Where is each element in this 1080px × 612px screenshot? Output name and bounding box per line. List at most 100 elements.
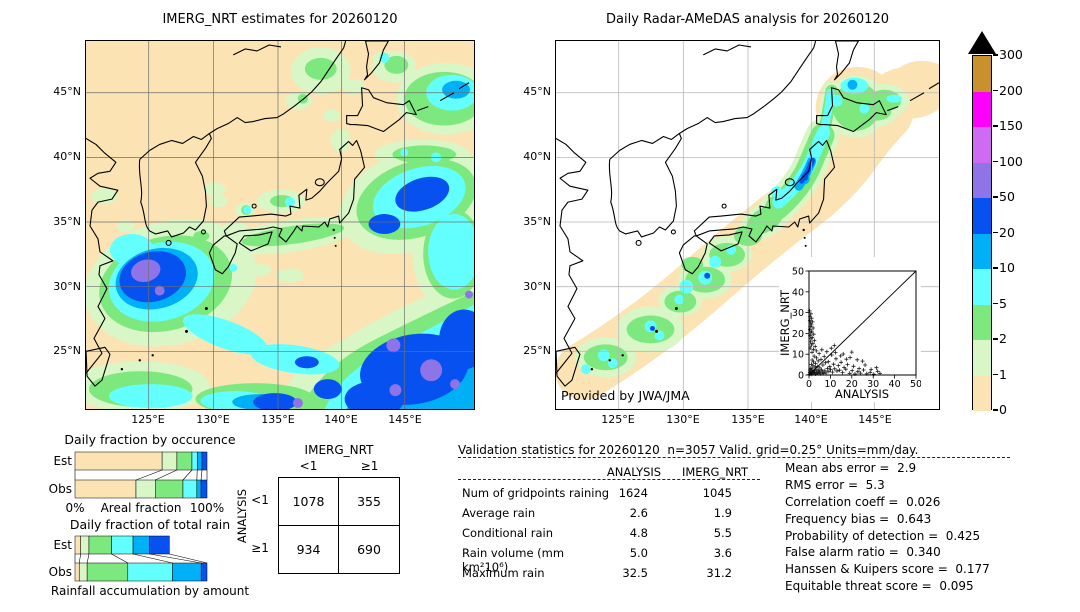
y-tick-label: 40°N [523, 150, 551, 163]
validation-row: Conditional rain 4.8 5.5 [462, 526, 732, 546]
svg-text:10: 10 [824, 379, 836, 390]
areal-fraction-label: Areal fraction [101, 501, 182, 515]
colorbar-over-triangle [968, 31, 996, 54]
colorbar-tick-label: 100 [999, 153, 1023, 169]
totalrain-obs-label: Obs [49, 565, 72, 579]
coastlines [556, 41, 939, 387]
colorbar-tick-label: 1 [999, 366, 1007, 382]
x-tick-label: 140°E [324, 413, 358, 426]
summary-stats: Mean abs error = 2.9 RMS error = 5.3 Corre… [785, 461, 990, 596]
y-tick-label: 30°N [523, 280, 551, 293]
occurrence-obs-label: Obs [49, 482, 72, 496]
stat-line: Frequency bias = 0.643 [785, 511, 932, 526]
imerg-map [85, 40, 475, 410]
areal-fraction-0: 0% [65, 501, 84, 515]
colorbar-tick [993, 54, 998, 56]
svg-text:50: 50 [792, 267, 804, 278]
contingency-cell: 355 [339, 478, 399, 526]
validation-imerg-value: 3.6 [713, 546, 732, 561]
stat-line: Probability of detection = 0.425 [785, 528, 981, 543]
colorbar-tick [993, 373, 998, 376]
colorbar-tick-label: 2 [999, 331, 1007, 346]
fraction-charts: Daily fraction by occurence Est Obs 0% A… [49, 432, 250, 598]
colorbar-tick [993, 89, 998, 92]
validation-col-analysis: ANALYSIS [606, 465, 662, 479]
colorbar-tick-label: 200 [999, 82, 1023, 98]
validation-row-label: Maximum rain [462, 566, 545, 581]
contingency-row-header: ANALYSIS [235, 488, 249, 544]
inset-plot-area: 00 10 10 20 20 30 30 40 40 50 50 [792, 267, 921, 391]
radar-amedas-map [555, 40, 940, 410]
totalrain-title: Daily fraction of total rain [70, 517, 230, 532]
validation-row: Num of gridpoints raining 1624 1045 [462, 486, 732, 506]
svg-text:40: 40 [889, 379, 901, 390]
x-tick-label: 125°E [601, 413, 635, 426]
totalrain-xlabel: Rainfall accumulation by amount [51, 584, 249, 598]
scatter-points [807, 308, 882, 377]
svg-text:20: 20 [792, 329, 804, 340]
imerg-map-canvas [86, 41, 474, 409]
y-tick-label: 45°N [523, 85, 551, 98]
validation-analysis-value: 1624 [618, 486, 648, 500]
colorbar [972, 55, 992, 411]
x-tick-label: 145°E [388, 413, 422, 426]
stat-line: Correlation coeff = 0.026 [785, 494, 941, 509]
inset-ylabel: IMERG_NRT [779, 289, 792, 356]
stat-line: Mean abs error = 2.9 [785, 461, 917, 475]
left-map-title: IMERG_NRT estimates for 20260120 [162, 12, 398, 27]
contingency-cell: 934 [279, 525, 339, 573]
colorbar-segment [973, 91, 991, 127]
validation-analysis-value: 5.0 [629, 546, 648, 561]
colorbar-tick [993, 231, 998, 234]
contingency-col-header: IMERG_NRT [304, 443, 374, 457]
validation-imerg-value: 31.2 [706, 566, 732, 581]
colorbar-segment [973, 340, 991, 376]
x-tick-label: 130°E [666, 413, 700, 426]
validation-row: Average rain 2.6 1.9 [462, 506, 732, 526]
colorbar-segment [973, 304, 991, 340]
colorbar-segment [973, 56, 991, 92]
contingency-col-label-ge1: ≥1 [360, 459, 379, 473]
svg-text:10: 10 [792, 350, 804, 361]
totalrain-est-label: Est [53, 538, 72, 552]
validation-title: Validation statistics for 20260120 n=305… [458, 443, 919, 457]
colorbar-segment [973, 162, 991, 198]
y-tick-label: 30°N [53, 280, 81, 293]
validation-row: Rain volume (mm km²10⁶) 5.0 3.6 [462, 546, 732, 574]
occurrence-bars [74, 451, 208, 499]
colorbar-tick [993, 125, 998, 127]
colorbar-tick [993, 160, 998, 163]
totalrain-bars [74, 535, 208, 582]
divider [458, 457, 1010, 458]
occurrence-est-label: Est [53, 454, 72, 468]
rain-50-100mm [131, 259, 473, 409]
x-tick-label: 145°E [858, 413, 892, 426]
validation-row-label: Rain volume (mm km²10⁶) [462, 546, 565, 575]
colorbar-tick-label: 0 [999, 402, 1007, 417]
colorbar-tick-label: 20 [999, 224, 1015, 240]
svg-text:0: 0 [798, 371, 804, 382]
colorbar-segment [973, 269, 991, 305]
colorbar-tick [993, 338, 998, 340]
x-tick-label: 140°E [794, 413, 828, 426]
areal-fraction-100: 100% [190, 501, 224, 515]
svg-text:30: 30 [792, 308, 804, 319]
coastlines [556, 41, 939, 387]
contingency-table: 1078 355 934 690 [278, 477, 400, 574]
y-tick-label: 25°N [523, 344, 551, 357]
contingency-col-label-lt1: <1 [299, 459, 318, 473]
colorbar-tick-label: 150 [999, 118, 1023, 133]
gridlines [86, 41, 474, 409]
colorbar-segment [973, 198, 991, 234]
y-tick-label: 35°N [53, 215, 81, 228]
colorbar-tick-label: 10 [999, 260, 1015, 275]
y-tick-label: 25°N [53, 344, 81, 357]
validation-analysis-value: 32.5 [622, 566, 648, 581]
stat-line: RMS error = 5.3 [785, 477, 885, 492]
occurrence-title: Daily fraction by occurence [64, 432, 236, 447]
validation-rows: Num of gridpoints raining 1624 1045 Average… [462, 486, 732, 586]
validation-row: Maximum rain 32.5 31.2 [462, 566, 732, 586]
colorbar-tick-label: 300 [999, 47, 1023, 62]
x-tick-label: 125°E [131, 413, 165, 426]
contingency-cell: 1078 [279, 478, 339, 526]
